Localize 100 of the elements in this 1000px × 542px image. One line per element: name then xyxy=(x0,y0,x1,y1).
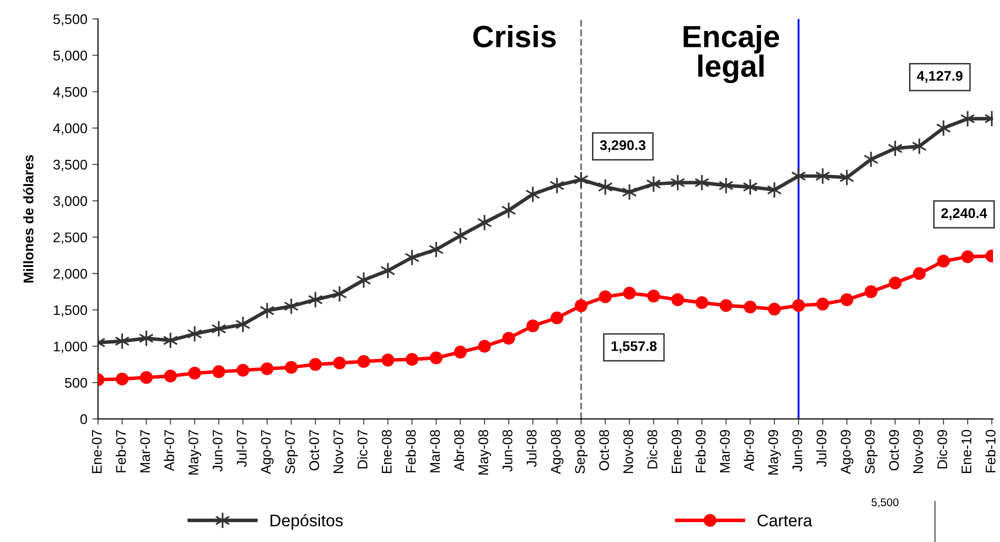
y-tick-label: 0 xyxy=(80,414,88,424)
y-tick-label: 500 xyxy=(64,378,88,388)
point xyxy=(720,299,732,312)
point xyxy=(502,332,516,345)
x-tick-label: Ene-08 xyxy=(382,430,392,474)
point xyxy=(477,214,492,232)
x-tick-label: Jun-09 xyxy=(792,430,802,472)
point xyxy=(622,184,637,201)
point xyxy=(430,351,443,364)
x-tick-label: Mar-08 xyxy=(430,430,440,472)
legend-label: Depósitos xyxy=(270,514,343,530)
x-tick-label: Nov-07 xyxy=(333,430,344,474)
point xyxy=(406,352,418,366)
data-label: 4,127.9 xyxy=(916,70,963,83)
y-tick-label: 3,000 xyxy=(53,196,88,208)
point xyxy=(718,177,734,194)
point xyxy=(696,296,708,309)
x-tick-label: Mar-09 xyxy=(720,430,730,472)
point xyxy=(212,365,226,378)
y-tick-label: 3,500 xyxy=(53,160,88,172)
x-tick-label: Sep-07 xyxy=(285,430,298,474)
x-tick-label: Jul-07 xyxy=(236,430,247,467)
point xyxy=(816,298,830,310)
x-tick-label: May-08 xyxy=(478,430,491,475)
point xyxy=(381,354,394,366)
point xyxy=(840,293,854,306)
x-tick-label: Ene-09 xyxy=(672,430,682,474)
x-tick-label: Feb-07 xyxy=(116,430,126,472)
x-tick-label: Mar-07 xyxy=(140,430,150,472)
x-tick-label: Sep-09 xyxy=(864,430,878,474)
point xyxy=(116,372,129,386)
point xyxy=(912,267,926,280)
point xyxy=(864,285,878,298)
point xyxy=(961,250,974,264)
x-tick-label: Abr-08 xyxy=(454,430,464,472)
point xyxy=(404,249,420,266)
x-tick-label: Dic-09 xyxy=(937,430,948,468)
legend-label: Cartera xyxy=(758,514,812,526)
point xyxy=(333,356,346,370)
point xyxy=(936,120,951,137)
x-tick-label: Ene-07 xyxy=(92,430,102,474)
point xyxy=(888,276,902,290)
x-tick-label: Sep-08 xyxy=(575,430,588,474)
x-tick-label: Feb-08 xyxy=(406,430,416,472)
x-tick-label: Jun-08 xyxy=(502,430,512,472)
point xyxy=(235,316,250,333)
x-tick-label: Feb-10 xyxy=(985,430,996,472)
point xyxy=(598,290,612,304)
x-tick-label: Nov-09 xyxy=(913,430,924,474)
x-tick-label: Jun-07 xyxy=(212,430,223,472)
point xyxy=(163,332,178,349)
point xyxy=(260,362,274,376)
point xyxy=(550,177,564,194)
point xyxy=(768,302,781,316)
point xyxy=(526,319,540,332)
point xyxy=(864,150,878,168)
x-tick-label: Nov-08 xyxy=(623,430,634,474)
y-tick-label: 4,000 xyxy=(53,123,88,135)
point xyxy=(309,358,322,371)
y-tick-label: 2,000 xyxy=(54,268,88,280)
point xyxy=(188,366,202,380)
x-tick-label: Jul-08 xyxy=(526,430,537,467)
point xyxy=(791,168,806,185)
point xyxy=(357,355,370,368)
y-axis-title: Millones de dólares xyxy=(23,155,34,282)
point xyxy=(140,371,153,384)
x-tick-label: Ago-07 xyxy=(260,430,274,474)
x-tick-label: Ago-08 xyxy=(550,430,564,474)
ref-line-label: Encaje legal xyxy=(684,24,780,84)
data-label: 3,290.3 xyxy=(600,140,646,152)
y-tick-label: 1,000 xyxy=(54,342,88,354)
x-tick-label: Oct-07 xyxy=(309,430,320,470)
point xyxy=(164,370,177,382)
x-tick-label: Abr-07 xyxy=(164,430,174,472)
point xyxy=(332,285,348,302)
x-tick-label: Oct-08 xyxy=(599,430,610,470)
x-tick-label: Oct-09 xyxy=(889,430,899,470)
x-tick-label: Jul-09 xyxy=(816,430,826,467)
y-tick-label: 5,000 xyxy=(53,50,88,62)
x-tick-label: May-09 xyxy=(768,430,781,475)
data-label: 2,240.4 xyxy=(941,208,988,220)
point xyxy=(574,299,588,312)
x-tick-label: Dic-08 xyxy=(647,430,658,468)
point xyxy=(550,311,564,324)
ref-line-label: Crisis xyxy=(473,24,556,48)
y-tick-label: 2,500 xyxy=(54,232,88,244)
point xyxy=(284,360,298,374)
point xyxy=(792,299,805,312)
x-tick-label: Dic-07 xyxy=(357,430,368,468)
text: 5,500 xyxy=(872,498,898,508)
x-tick-label: Ene-10 xyxy=(962,430,972,474)
x-tick-label: Feb-09 xyxy=(695,430,706,472)
y-tick-label: 1,500 xyxy=(54,305,88,317)
point xyxy=(478,340,491,353)
point xyxy=(671,293,684,306)
x-tick-label: Ago-09 xyxy=(840,430,854,474)
x-tick-label: Abr-09 xyxy=(744,430,754,472)
point xyxy=(454,346,467,358)
point xyxy=(236,364,250,377)
point xyxy=(647,290,660,302)
